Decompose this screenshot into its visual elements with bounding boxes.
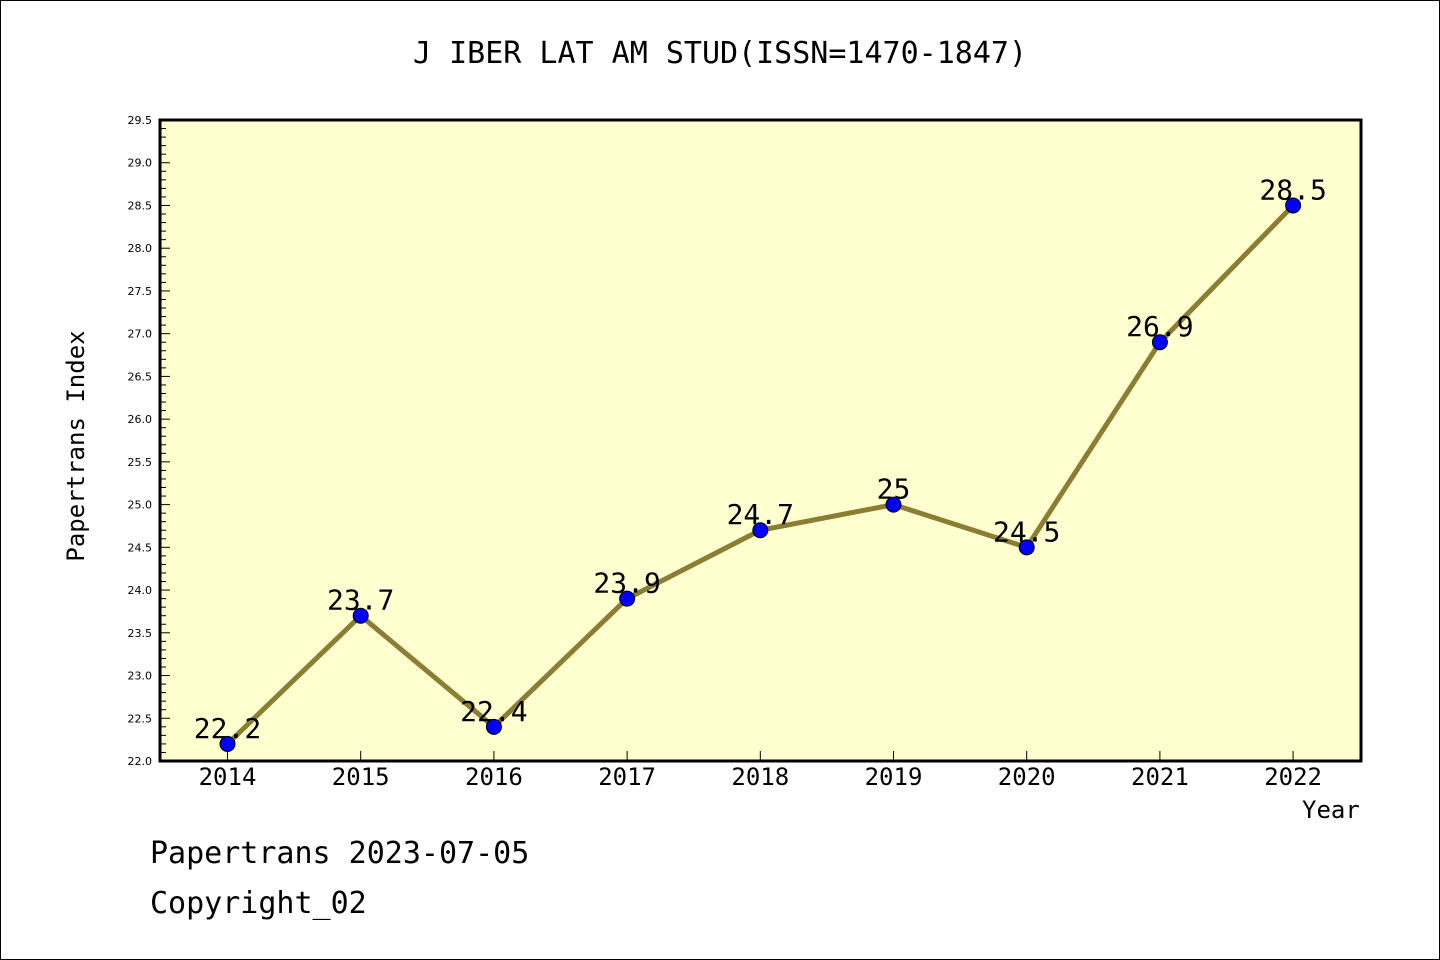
y-tick-label: 29.0 bbox=[128, 157, 153, 170]
y-tick-label: 27.0 bbox=[128, 328, 153, 341]
y-tick-label: 26.5 bbox=[128, 370, 153, 383]
data-label: 25 bbox=[877, 473, 911, 506]
y-tick-label: 27.5 bbox=[128, 285, 153, 298]
y-tick-label: 23.5 bbox=[128, 627, 153, 640]
x-tick-label: 2014 bbox=[199, 763, 257, 791]
data-point-marker bbox=[485, 718, 502, 735]
x-tick-label: 2017 bbox=[598, 763, 656, 791]
y-tick-label: 28.5 bbox=[128, 199, 153, 212]
data-point-marker bbox=[1285, 197, 1302, 214]
chart-title: J IBER LAT AM STUD(ISSN=1470-1847) bbox=[412, 36, 1028, 71]
data-point-marker bbox=[1018, 539, 1035, 556]
data-label: 22.2 bbox=[194, 712, 261, 745]
y-tick-label: 25.5 bbox=[128, 456, 153, 469]
data-point-marker bbox=[352, 607, 369, 624]
data-point-marker bbox=[1151, 334, 1168, 351]
footer-copyright-line: Copyright_02 bbox=[150, 886, 367, 921]
x-axis-label: Year bbox=[1302, 796, 1360, 824]
y-tick-label: 24.5 bbox=[128, 541, 153, 554]
y-tick-label: 24.0 bbox=[128, 584, 153, 597]
y-tick-label: 29.5 bbox=[128, 114, 153, 127]
data-label: 24.5 bbox=[993, 515, 1060, 548]
data-label: 28.5 bbox=[1259, 173, 1326, 206]
x-tick-label: 2018 bbox=[731, 763, 789, 791]
footer-date-line: Papertrans 2023-07-05 bbox=[150, 836, 530, 871]
x-tick-label: 2022 bbox=[1264, 763, 1322, 791]
data-point-marker bbox=[752, 522, 769, 539]
x-tick-label: 2016 bbox=[465, 763, 523, 791]
data-label: 23.9 bbox=[593, 567, 660, 600]
y-tick-label: 22.0 bbox=[128, 755, 153, 768]
x-tick-label: 2020 bbox=[998, 763, 1056, 791]
y-tick-label: 25.0 bbox=[128, 499, 153, 512]
y-tick-label: 23.0 bbox=[128, 670, 153, 683]
x-tick-label: 2019 bbox=[865, 763, 923, 791]
y-tick-label: 22.5 bbox=[128, 712, 153, 725]
data-point-marker bbox=[885, 496, 902, 513]
y-tick-label: 28.0 bbox=[128, 242, 153, 255]
plot-area-background bbox=[160, 120, 1361, 761]
x-tick-label: 2015 bbox=[332, 763, 390, 791]
x-tick-label: 2021 bbox=[1131, 763, 1189, 791]
plot-area-border bbox=[158, 118, 1363, 763]
data-label: 26.9 bbox=[1126, 310, 1193, 343]
data-label: 24.7 bbox=[727, 498, 794, 531]
y-tick-label: 26.0 bbox=[128, 413, 153, 426]
data-point-marker bbox=[619, 590, 636, 607]
data-point-marker bbox=[219, 735, 236, 752]
data-label: 23.7 bbox=[327, 584, 394, 617]
data-label: 22.4 bbox=[460, 695, 527, 728]
